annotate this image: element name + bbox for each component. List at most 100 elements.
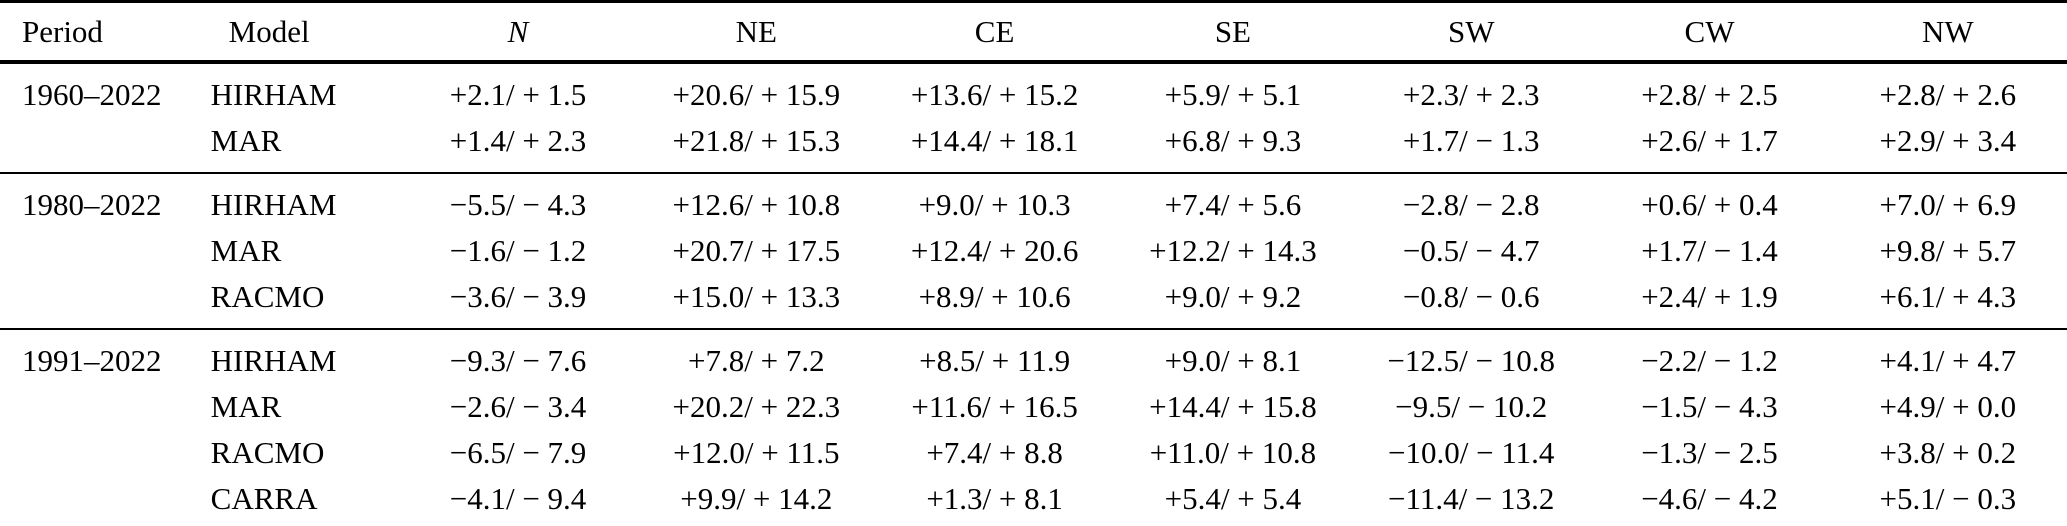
value-cell: +1.7/ − 1.4	[1641, 233, 1778, 268]
table-row: RACMO −6.5/ − 7.9 +12.0/ + 11.5 +7.4/ + 8.8…	[0, 430, 2067, 476]
value-cell: +6.1/ + 4.3	[1879, 279, 2017, 314]
value-cell: +15.0/ + 13.3	[672, 279, 841, 314]
value-cell: −5.5/ − 4.3	[449, 187, 587, 222]
value-cell: +8.5/ + 11.9	[919, 343, 1071, 378]
value-cell: +14.4/ + 15.8	[1149, 389, 1317, 424]
model-cell: RACMO	[210, 279, 325, 314]
model-cell: HIRHAM	[210, 77, 337, 112]
value-cell: +3.8/ + 0.2	[1879, 435, 2017, 470]
value-cell: +4.9/ + 0.0	[1879, 389, 2017, 424]
value-cell: +2.9/ + 3.4	[1879, 123, 2017, 158]
period-cell: 1991–2022	[22, 343, 162, 378]
period-section: 1991–2022 HIRHAM −9.3/ − 7.6 +7.8/ + 7.2 +8.…	[0, 329, 2067, 526]
period-cell: 1960–2022	[22, 77, 162, 112]
value-cell: −9.3/ − 7.6	[449, 343, 587, 378]
value-cell: +1.7/ − 1.3	[1402, 123, 1540, 158]
value-cell: −0.8/ − 0.6	[1402, 279, 1540, 314]
value-cell: +12.6/ + 10.8	[672, 187, 841, 222]
value-cell: +9.0/ + 8.1	[1164, 343, 1302, 378]
model-cell: MAR	[210, 233, 282, 268]
value-cell: −3.6/ − 3.9	[449, 279, 587, 314]
value-cell: +12.4/ + 20.6	[910, 233, 1079, 268]
table-row: RACMO −3.6/ − 3.9 +15.0/ + 13.3 +8.9/ + 10.…	[0, 274, 2067, 329]
value-cell: +2.8/ + 2.5	[1641, 77, 1778, 112]
model-cell: CARRA	[210, 481, 318, 516]
value-cell: +1.3/ + 8.1	[926, 481, 1063, 516]
value-cell: −1.5/ − 4.3	[1641, 389, 1778, 424]
value-cell: −1.6/ − 1.2	[449, 233, 587, 268]
header-row: Period Model N NE CE SE SW CW NW	[0, 2, 2067, 62]
column-header-period: Period	[22, 14, 103, 49]
value-cell: +2.6/ + 1.7	[1641, 123, 1778, 158]
model-cell: HIRHAM	[210, 343, 337, 378]
period-cell	[0, 118, 207, 173]
value-cell: +7.4/ + 8.8	[926, 435, 1063, 470]
value-cell: +7.8/ + 7.2	[688, 343, 825, 378]
value-cell: +12.0/ + 11.5	[673, 435, 840, 470]
value-cell: +20.7/ + 17.5	[672, 233, 841, 268]
value-cell: +14.4/ + 18.1	[910, 123, 1079, 158]
value-cell: −2.6/ − 3.4	[449, 389, 587, 424]
period-cell	[0, 476, 207, 526]
value-cell: +20.6/ + 15.9	[672, 77, 841, 112]
value-cell: +9.9/ + 14.2	[680, 481, 833, 516]
table-row: CARRA −4.1/ − 9.4 +9.9/ + 14.2 +1.3/ + 8.1 +…	[0, 476, 2067, 526]
value-cell: +13.6/ + 15.2	[910, 77, 1079, 112]
value-cell: +11.0/ + 10.8	[1149, 435, 1317, 470]
value-cell: +6.8/ + 9.3	[1164, 123, 1302, 158]
value-cell: −1.3/ − 2.5	[1641, 435, 1778, 470]
model-cell: HIRHAM	[210, 187, 337, 222]
value-cell: +7.4/ + 5.6	[1164, 187, 1302, 222]
value-cell: +5.1/ − 0.3	[1879, 481, 2017, 516]
column-header-se: SE	[1214, 14, 1251, 49]
value-cell: +2.3/ + 2.3	[1402, 77, 1540, 112]
value-cell: +2.4/ + 1.9	[1641, 279, 1778, 314]
value-cell: −11.4/ − 13.2	[1387, 481, 1555, 516]
value-cell: +2.1/ + 1.5	[449, 77, 587, 112]
value-cell: +9.8/ + 5.7	[1879, 233, 2017, 268]
column-header-n: N	[507, 14, 529, 49]
value-cell: +20.2/ + 22.3	[672, 389, 841, 424]
model-cell: MAR	[210, 123, 282, 158]
period-cell: 1980–2022	[22, 187, 162, 222]
value-cell: −12.5/ − 10.8	[1387, 343, 1555, 378]
value-cell: −2.8/ − 2.8	[1402, 187, 1540, 222]
column-header-model: Model	[228, 14, 310, 49]
column-header-ne: NE	[735, 14, 777, 49]
period-section: 1960–2022 HIRHAM +2.1/ + 1.5 +20.6/ + 15.9 +…	[0, 62, 2067, 173]
column-header-cw: CW	[1684, 14, 1735, 49]
period-cell	[0, 430, 207, 476]
table-row: 1980–2022 HIRHAM −5.5/ − 4.3 +12.6/ + 10.8 +…	[0, 173, 2067, 228]
column-header-sw: SW	[1447, 14, 1495, 49]
value-cell: −10.0/ − 11.4	[1387, 435, 1555, 470]
table-header: Period Model N NE CE SE SW CW NW	[0, 2, 2067, 62]
period-cell	[0, 274, 207, 329]
value-cell: +9.0/ + 9.2	[1164, 279, 1302, 314]
value-cell: +9.0/ + 10.3	[918, 187, 1071, 222]
value-cell: +0.6/ + 0.4	[1641, 187, 1778, 222]
table-row: MAR −1.6/ − 1.2 +20.7/ + 17.5 +12.4/ + 20.6…	[0, 228, 2067, 274]
model-cell: RACMO	[210, 435, 325, 470]
table-row: MAR +1.4/ + 2.3 +21.8/ + 15.3 +14.4/ + 18.1…	[0, 118, 2067, 173]
column-header-ce: CE	[974, 14, 1015, 49]
period-section: 1980–2022 HIRHAM −5.5/ − 4.3 +12.6/ + 10.8 +…	[0, 173, 2067, 329]
model-cell: MAR	[210, 389, 282, 424]
value-cell: −6.5/ − 7.9	[449, 435, 587, 470]
value-cell: +8.9/ + 10.6	[918, 279, 1071, 314]
value-cell: −4.1/ − 9.4	[449, 481, 587, 516]
value-cell: +21.8/ + 15.3	[672, 123, 841, 158]
value-cell: +5.4/ + 5.4	[1164, 481, 1302, 516]
value-cell: +11.6/ + 16.5	[911, 389, 1078, 424]
value-cell: +12.2/ + 14.3	[1149, 233, 1317, 268]
period-cell	[0, 228, 207, 274]
value-cell: −4.6/ − 4.2	[1641, 481, 1778, 516]
table-row: 1960–2022 HIRHAM +2.1/ + 1.5 +20.6/ + 15.9 +…	[0, 62, 2067, 118]
value-cell: +1.4/ + 2.3	[449, 123, 587, 158]
value-cell: +7.0/ + 6.9	[1879, 187, 2017, 222]
value-cell: +5.9/ + 5.1	[1164, 77, 1302, 112]
value-cell: +4.1/ + 4.7	[1879, 343, 2017, 378]
table-row: MAR −2.6/ − 3.4 +20.2/ + 22.3 +11.6/ + 16.5…	[0, 384, 2067, 430]
table-row: 1991–2022 HIRHAM −9.3/ − 7.6 +7.8/ + 7.2 +8.…	[0, 329, 2067, 384]
